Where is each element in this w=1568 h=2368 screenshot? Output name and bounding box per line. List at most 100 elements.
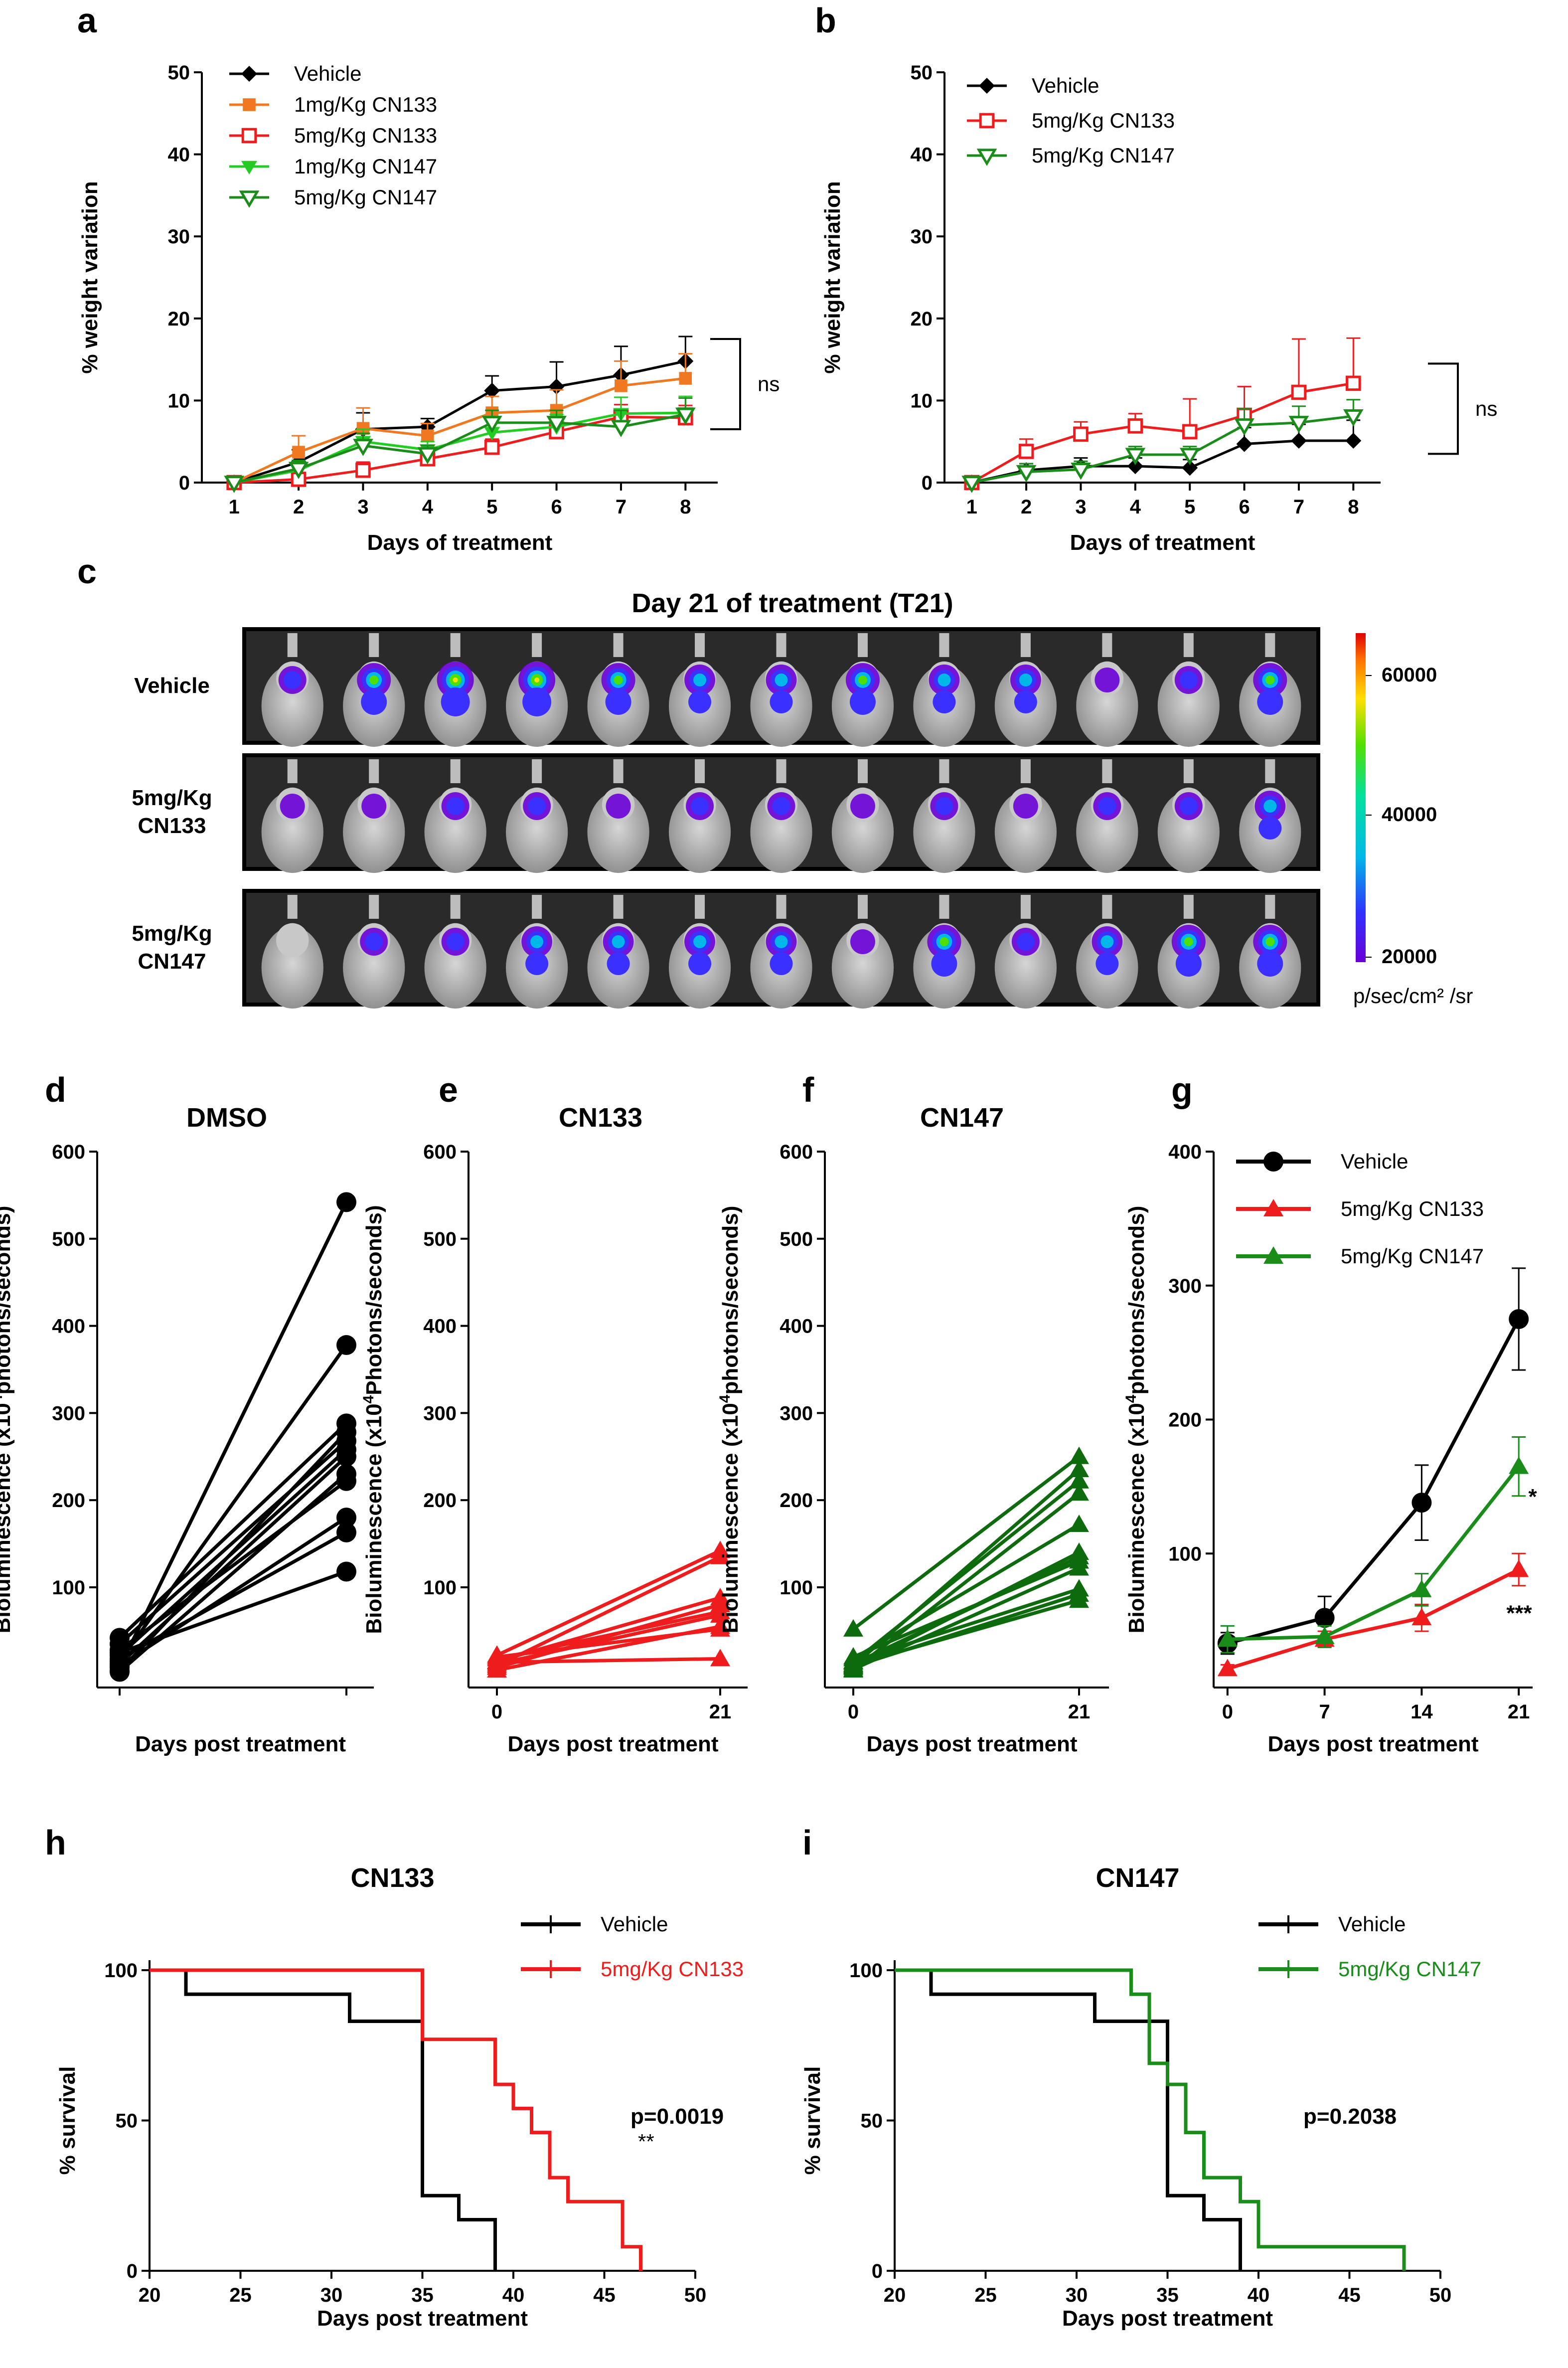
data-point [1288, 416, 1309, 433]
y-tick-label: 0 [127, 2260, 138, 2282]
mouse [1157, 633, 1220, 747]
y-tick-label: 100 [52, 1577, 85, 1599]
mouse-holder [613, 633, 624, 657]
lum-signal [361, 689, 387, 715]
lum-signal [1257, 689, 1283, 715]
legend-marker [979, 113, 995, 129]
x-tick-label: 20 [139, 2284, 161, 2306]
series-line [1227, 1568, 1520, 1671]
series-5mg-kg-cn147: 5mg/Kg CN147 [224, 185, 696, 493]
chart-title: CN133 [559, 1103, 642, 1133]
lum-signal [849, 689, 876, 715]
data-point [1314, 1608, 1335, 1628]
lum-signal [772, 797, 790, 815]
data-point [110, 1643, 130, 1663]
y-tick-label: 400 [1168, 1141, 1202, 1163]
legend-label: 5mg/Kg CN147 [294, 185, 437, 209]
x-tick-label: 4 [422, 496, 434, 518]
ylabel-sup: 4 [0, 1394, 5, 1403]
mouse [1076, 633, 1138, 747]
pair-line [852, 1523, 1080, 1661]
series-line [1227, 1465, 1520, 1641]
series-5mg-kg-cn133: 5mg/Kg CN133 [150, 1957, 744, 2271]
mouse-holder [776, 895, 786, 919]
legend-marker [241, 161, 257, 174]
mouse-holder [1020, 633, 1031, 657]
x-tick-label: 21 [709, 1701, 732, 1723]
mouse-body [424, 791, 486, 873]
x-tick-label: 35 [411, 2284, 434, 2306]
data-point [1127, 458, 1143, 475]
y-tick-label: 0 [872, 2260, 883, 2282]
x-tick-label: 21 [1508, 1701, 1530, 1723]
chart-title: CN147 [920, 1103, 1004, 1133]
subject-line [843, 1446, 1089, 1637]
legend-label: 5mg/Kg CN147 [1341, 1244, 1484, 1268]
x-tick-label: 5 [486, 496, 497, 518]
mouse-holder [1265, 895, 1275, 919]
y-tick-label: 200 [423, 1490, 457, 1512]
x-tick-label: 3 [1075, 496, 1086, 518]
panel-label-e: e [439, 1070, 458, 1109]
row-label: Vehicle [134, 674, 210, 698]
lum-signal [691, 797, 709, 815]
mouse-body [587, 791, 649, 873]
mouse [343, 759, 405, 873]
x-axis-label: Days of treatment [1070, 530, 1255, 555]
survival-curve [150, 1968, 642, 2271]
mouse-holder [776, 759, 786, 783]
x-tick-label: 7 [1293, 496, 1304, 518]
mouse-body [343, 791, 405, 873]
y-tick-label: 500 [423, 1228, 457, 1250]
ylabel-rest: Photons/seconds) [362, 1205, 386, 1395]
y-tick-label: 100 [104, 1960, 138, 1982]
significance-bracket [1428, 362, 1459, 455]
legend-label: Vehicle [1341, 1150, 1408, 1173]
data-point [1182, 424, 1198, 440]
data-point [1345, 433, 1362, 449]
mouse [994, 633, 1057, 747]
panel-label-g: g [1171, 1070, 1193, 1109]
data-point [1411, 1608, 1432, 1626]
lum-signal [688, 690, 712, 713]
y-axis-label: Bioluminescence (x104Photons/seconds) [360, 1205, 386, 1634]
data-point [1411, 1579, 1432, 1597]
data-point [1127, 418, 1143, 434]
subject-line [110, 1561, 356, 1663]
y-tick-label: 50 [168, 62, 190, 84]
data-point [1291, 384, 1307, 400]
pair-line [852, 1480, 1081, 1664]
x-tick-label: 25 [229, 2284, 252, 2306]
legend-label: Vehicle [1338, 1912, 1406, 1936]
y-tick-label: 600 [423, 1141, 457, 1163]
mouse-holder [369, 895, 379, 919]
mouse [587, 633, 649, 747]
mouse-body [831, 926, 894, 1009]
mouse [506, 633, 568, 747]
lum-signal [1013, 794, 1038, 819]
panel-label-a: a [77, 1, 97, 40]
data-point [1234, 418, 1254, 436]
lum-signal [1095, 668, 1120, 692]
subject-line [110, 1431, 356, 1654]
y-tick-label: 50 [116, 2110, 138, 2132]
ylabel-rest: photons/seconds) [1124, 1206, 1149, 1395]
data-point [1069, 1483, 1089, 1501]
legend-marker [241, 66, 257, 82]
mouse [913, 633, 975, 747]
mouse-body [668, 791, 731, 873]
legend-marker [243, 98, 256, 111]
lum-signal [693, 935, 707, 948]
data-point [292, 446, 305, 459]
significance-star: *** [1506, 1601, 1532, 1626]
pair-line [118, 1201, 348, 1669]
mouse-holder [369, 633, 379, 657]
data-point [843, 1655, 863, 1673]
mouse [750, 759, 812, 873]
x-tick-label: 2 [293, 496, 304, 518]
imaging-row-1: 5mg/Kg CN133 [132, 753, 1320, 873]
data-point [1179, 448, 1200, 465]
y-tick-label: 0 [179, 472, 190, 494]
panel-f-chart: CN147 100 200 300 400 500 600 0 21 Days post trea… [780, 1103, 1109, 1756]
